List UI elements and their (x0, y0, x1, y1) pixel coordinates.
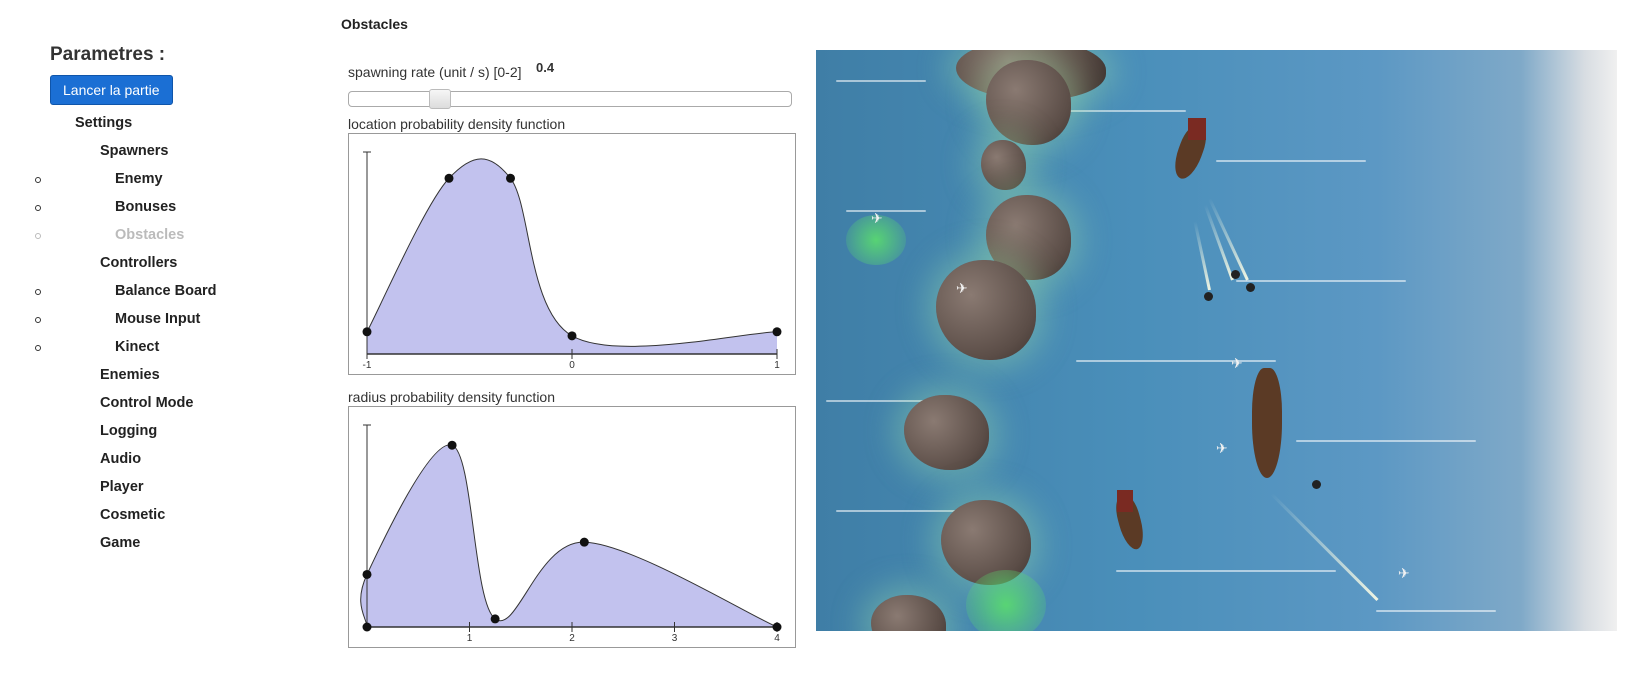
rock (986, 60, 1071, 145)
cannonball (1204, 292, 1213, 301)
tree-item-game[interactable]: Game (100, 535, 141, 551)
location-pdf-chart[interactable]: -1 0 1 (348, 133, 796, 375)
bonus-pickup (966, 570, 1046, 631)
section-title: Obstacles (341, 16, 408, 32)
cannon-trail (1270, 492, 1379, 602)
rock (936, 260, 1036, 360)
bonus-pickup (846, 215, 906, 265)
wave (826, 400, 946, 402)
seagull-icon: ✈ (871, 210, 883, 226)
control-point (579, 537, 589, 547)
rock (904, 395, 989, 470)
tree-item-audio[interactable]: Audio (100, 451, 142, 467)
x-tick-label: -1 (363, 360, 372, 371)
wave (1216, 160, 1366, 162)
x-tick-label: 2 (569, 633, 575, 644)
tree-item-kinect[interactable]: Kinect (35, 333, 310, 361)
cannonball (1312, 480, 1321, 489)
density-area (367, 158, 777, 354)
game-viewport[interactable]: ✈ ✈ ✈ ✈ ✈ (816, 50, 1617, 631)
control-point (447, 440, 457, 450)
wave (1116, 570, 1336, 572)
x-tick-label: 1 (467, 633, 473, 644)
tree-item-spawners[interactable]: Spawners (100, 143, 169, 159)
player-ship (1252, 368, 1282, 478)
x-tick-label: 1 (774, 360, 780, 371)
parameters-title: Parametres : (50, 44, 166, 65)
wave (1236, 280, 1406, 282)
cannonball (1231, 270, 1240, 279)
control-point (567, 331, 577, 341)
cannonball (1246, 283, 1255, 292)
control-point (772, 327, 782, 337)
cannon-trail (1193, 221, 1211, 291)
rock (981, 140, 1026, 190)
boat-sail (1117, 490, 1133, 512)
density-area (360, 444, 777, 627)
density-curve (366, 158, 778, 347)
control-point (362, 569, 372, 579)
control-point (444, 173, 454, 183)
control-point (490, 614, 500, 624)
tree-item-balance-board[interactable]: Balance Board (35, 277, 310, 305)
wave (1066, 110, 1186, 112)
wave (846, 210, 926, 212)
slider-handle[interactable] (429, 89, 451, 109)
tree-item-obstacles: Obstacles (35, 221, 310, 249)
tree-item-control-mode[interactable]: Control Mode (100, 395, 194, 411)
tree-item-logging[interactable]: Logging (100, 423, 158, 439)
wave (1296, 440, 1476, 442)
spawning-rate-label: spawning rate (unit / s) [0-2] (348, 64, 522, 80)
density-curve (360, 444, 778, 628)
tree-item-enemy[interactable]: Enemy (35, 165, 310, 193)
seagull-icon: ✈ (956, 280, 968, 296)
tree-item-controllers[interactable]: Controllers (100, 255, 178, 271)
boat-sail (1188, 118, 1206, 140)
spawning-rate-value: 0.4 (536, 60, 555, 75)
control-point (772, 622, 782, 632)
x-tick-label: 3 (672, 633, 678, 644)
location-pdf-label: location probability density function (348, 116, 566, 132)
wave (1076, 360, 1276, 362)
wave (836, 80, 926, 82)
wave (1376, 610, 1496, 612)
spawning-rate-slider[interactable] (348, 89, 792, 109)
sidebar: Parametres : Lancer la partie Settings Sp… (35, 44, 310, 557)
settings-tree: Settings Spawners Enemy Bonuses Obstacles Con… (35, 109, 310, 557)
control-point (506, 173, 515, 183)
radius-pdf-chart[interactable]: 1 2 3 4 (348, 406, 796, 648)
seagull-icon: ✈ (1231, 355, 1243, 371)
tree-item-enemies[interactable]: Enemies (100, 367, 160, 383)
launch-game-button[interactable]: Lancer la partie (50, 75, 173, 105)
tree-item-player[interactable]: Player (100, 479, 144, 495)
control-point (362, 327, 372, 337)
tree-item-bonuses[interactable]: Bonuses (35, 193, 310, 221)
tree-item-settings[interactable]: Settings (75, 115, 133, 131)
wave (836, 510, 986, 512)
seagull-icon: ✈ (1398, 565, 1410, 581)
tree-item-mouse-input[interactable]: Mouse Input (35, 305, 310, 333)
control-point (362, 622, 372, 632)
seagull-icon: ✈ (1216, 440, 1228, 456)
rock (871, 595, 946, 631)
x-tick-label: 4 (774, 633, 780, 644)
x-tick-label: 0 (569, 360, 575, 371)
tree-item-cosmetic[interactable]: Cosmetic (100, 507, 166, 523)
radius-pdf-label: radius probability density function (348, 389, 556, 405)
